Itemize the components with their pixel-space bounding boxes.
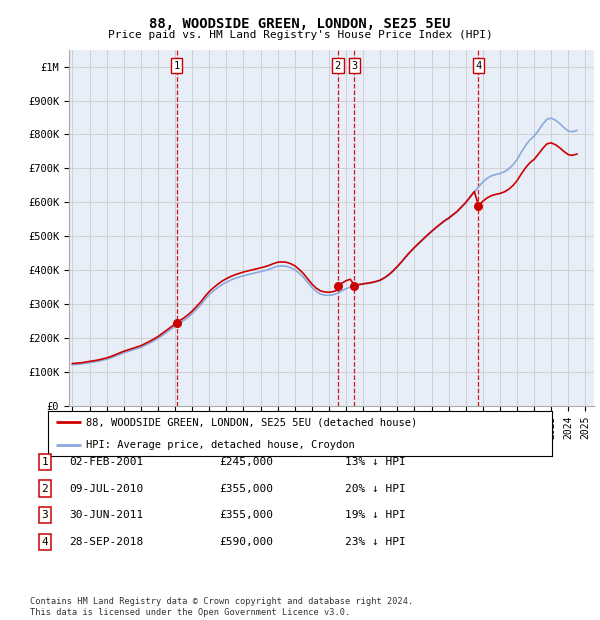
Text: £355,000: £355,000 xyxy=(219,510,273,520)
Text: 09-JUL-2010: 09-JUL-2010 xyxy=(69,484,143,494)
Text: Contains HM Land Registry data © Crown copyright and database right 2024.
This d: Contains HM Land Registry data © Crown c… xyxy=(30,598,413,617)
Text: £245,000: £245,000 xyxy=(219,457,273,467)
Text: 3: 3 xyxy=(351,61,358,71)
Text: £355,000: £355,000 xyxy=(219,484,273,494)
Text: £590,000: £590,000 xyxy=(219,537,273,547)
Text: 3: 3 xyxy=(41,510,49,520)
Point xyxy=(350,281,359,291)
Text: 1: 1 xyxy=(41,457,49,467)
Text: 88, WOODSIDE GREEN, LONDON, SE25 5EU: 88, WOODSIDE GREEN, LONDON, SE25 5EU xyxy=(149,17,451,32)
Text: 20% ↓ HPI: 20% ↓ HPI xyxy=(345,484,406,494)
Text: Price paid vs. HM Land Registry's House Price Index (HPI): Price paid vs. HM Land Registry's House … xyxy=(107,30,493,40)
Text: 02-FEB-2001: 02-FEB-2001 xyxy=(69,457,143,467)
Text: 30-JUN-2011: 30-JUN-2011 xyxy=(69,510,143,520)
Text: 88, WOODSIDE GREEN, LONDON, SE25 5EU (detached house): 88, WOODSIDE GREEN, LONDON, SE25 5EU (de… xyxy=(86,417,417,427)
Point xyxy=(473,201,483,211)
Text: 1: 1 xyxy=(173,61,179,71)
Text: 28-SEP-2018: 28-SEP-2018 xyxy=(69,537,143,547)
Text: 4: 4 xyxy=(41,537,49,547)
Point xyxy=(333,281,343,291)
Text: 19% ↓ HPI: 19% ↓ HPI xyxy=(345,510,406,520)
Text: 23% ↓ HPI: 23% ↓ HPI xyxy=(345,537,406,547)
Text: 13% ↓ HPI: 13% ↓ HPI xyxy=(345,457,406,467)
Point xyxy=(172,318,181,328)
Text: 4: 4 xyxy=(475,61,482,71)
Text: 2: 2 xyxy=(335,61,341,71)
Text: HPI: Average price, detached house, Croydon: HPI: Average price, detached house, Croy… xyxy=(86,440,355,450)
Text: 2: 2 xyxy=(41,484,49,494)
